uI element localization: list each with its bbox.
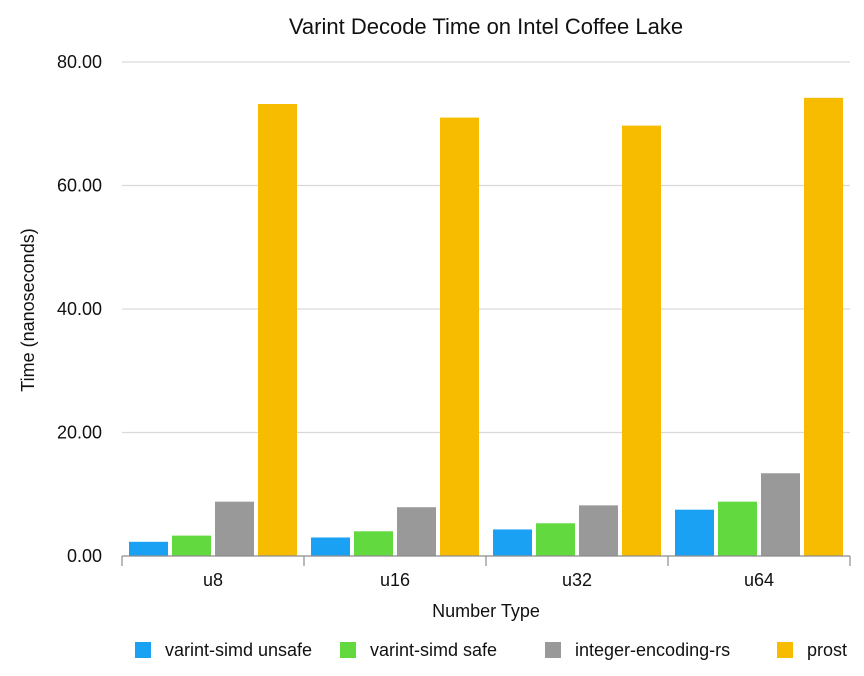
y-tick-label: 20.00 [57,423,102,443]
chart-title: Varint Decode Time on Intel Coffee Lake [289,14,683,39]
y-axis-label: Time (nanoseconds) [18,228,38,391]
bar-varint-simd-unsafe-u64 [675,509,714,556]
y-tick-label: 60.00 [57,176,102,196]
bar-integer-encoding-rs-u32 [579,505,618,556]
x-tick-label: u8 [203,570,223,590]
bar-prost-u8 [258,103,297,557]
bar-integer-encoding-rs-u64 [761,473,800,556]
x-tick-label: u64 [744,570,774,590]
bar-integer-encoding-rs-u16 [397,507,436,556]
legend-swatch [340,642,356,658]
gridlines [122,61,850,434]
bar-prost-u16 [440,117,479,556]
bar-prost-u64 [804,97,843,556]
legend-label: integer-encoding-rs [575,640,730,660]
y-axis-ticks: 0.00 20.00 40.00 60.00 80.00 [57,52,102,566]
x-tick-label: u16 [380,570,410,590]
y-tick-label: 40.00 [57,299,102,319]
bar-integer-encoding-rs-u8 [215,501,254,556]
bar-prost-u32 [622,125,661,556]
legend-label: varint-simd safe [370,640,497,660]
bar-varint-simd-safe-u64 [718,501,757,556]
legend-label: prost [807,640,847,660]
legend-swatch [545,642,561,658]
bar-varint-simd-safe-u32 [536,523,575,556]
legend-swatch [777,642,793,658]
legend: varint-simd unsafe varint-simd safe intege… [135,640,847,660]
y-tick-label: 80.00 [57,52,102,72]
bar-varint-simd-unsafe-u16 [311,537,350,556]
bar-varint-simd-safe-u8 [172,535,211,556]
bar-varint-simd-unsafe-u32 [493,529,532,556]
bar-varint-simd-safe-u16 [354,531,393,556]
x-tick-label: u32 [562,570,592,590]
legend-swatch [135,642,151,658]
bar-varint-simd-unsafe-u8 [129,541,168,556]
x-axis-label: Number Type [432,601,540,621]
y-tick-label: 0.00 [67,546,102,566]
x-axis: u8 u16 u32 u64 [121,555,851,590]
bars [129,97,843,557]
legend-label: varint-simd unsafe [165,640,312,660]
